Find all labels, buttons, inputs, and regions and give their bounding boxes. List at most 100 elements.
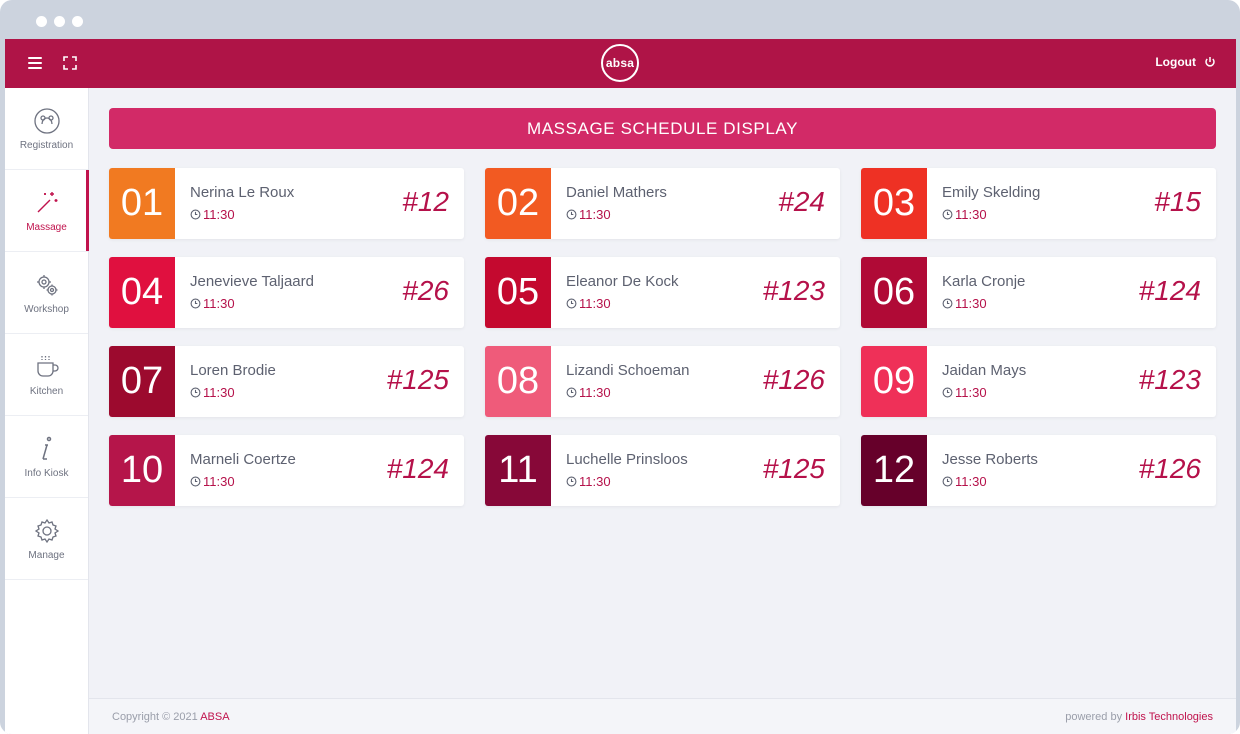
time-value: 11:30: [203, 207, 235, 222]
client-name: Jaidan Mays: [942, 362, 1027, 379]
sidebar-item-kitchen[interactable]: Kitchen: [5, 334, 88, 416]
room-number: #26: [402, 275, 449, 306]
powered-by-text: powered by Irbis Technologies: [1065, 711, 1213, 723]
clock-icon: [566, 476, 577, 487]
top-header: absa Logout: [5, 39, 1236, 88]
schedule-card: 02 Daniel Mathers 11:30 #24: [485, 168, 840, 239]
clock-icon: [566, 209, 577, 220]
slot-number: 12: [861, 435, 927, 506]
copyright-prefix: Copyright © 2021: [112, 711, 201, 723]
card-info: Daniel Mathers 11:30: [551, 168, 667, 239]
window-dot[interactable]: [54, 16, 65, 27]
time-value: 11:30: [955, 207, 987, 222]
card-info: Luchelle Prinsloos 11:30: [551, 435, 688, 506]
time-value: 11:30: [955, 474, 987, 489]
slot-number: 02: [485, 168, 551, 239]
page-title: MASSAGE SCHEDULE DISPLAY: [109, 108, 1216, 149]
sidebar: Registration Massage Workshop Kitche: [5, 88, 89, 734]
schedule-card: 05 Eleanor De Kock 11:30 #123: [485, 257, 840, 328]
card-info: Loren Brodie 11:30: [175, 346, 276, 417]
time-value: 11:30: [579, 207, 611, 222]
slot-number: 11: [485, 435, 551, 506]
appointment-time: 11:30: [566, 474, 688, 489]
schedule-card: 12 Jesse Roberts 11:30 #126: [861, 435, 1216, 506]
card-info: Karla Cronje 11:30: [927, 257, 1025, 328]
time-value: 11:30: [955, 296, 987, 311]
schedule-card: 07 Loren Brodie 11:30 #125: [109, 346, 464, 417]
card-info: Marneli Coertze 11:30: [175, 435, 296, 506]
clock-icon: [942, 387, 953, 398]
schedule-card: 01 Nerina Le Roux 11:30 #12: [109, 168, 464, 239]
client-name: Daniel Mathers: [566, 184, 667, 201]
room-number: #123: [762, 275, 825, 306]
slot-number: 05: [485, 257, 551, 328]
card-info: Emily Skelding 11:30: [927, 168, 1040, 239]
absa-link[interactable]: ABSA: [200, 711, 230, 723]
footer: Copyright © 2021 ABSA powered by Irbis T…: [89, 698, 1236, 734]
schedule-card: 08 Lizandi Schoeman 11:30 #126: [485, 346, 840, 417]
card-info: Jenevieve Taljaard 11:30: [175, 257, 314, 328]
window-dot[interactable]: [36, 16, 47, 27]
fullscreen-icon[interactable]: [63, 56, 77, 70]
appointment-time: 11:30: [942, 296, 1025, 311]
appointment-time: 11:30: [942, 207, 1040, 222]
time-value: 11:30: [955, 385, 987, 400]
sidebar-item-workshop[interactable]: Workshop: [5, 252, 88, 334]
room-number: #124: [1138, 275, 1201, 306]
time-value: 11:30: [579, 474, 611, 489]
copyright-text: Copyright © 2021 ABSA: [112, 711, 230, 723]
appointment-time: 11:30: [942, 385, 1026, 400]
slot-number: 10: [109, 435, 175, 506]
card-info: Nerina Le Roux 11:30: [175, 168, 294, 239]
window-controls: [36, 16, 83, 27]
sidebar-item-label: Workshop: [24, 303, 69, 315]
magic-wand-icon: [37, 191, 57, 212]
schedule-card: 11 Luchelle Prinsloos 11:30 #125: [485, 435, 840, 506]
sidebar-item-label: Registration: [19, 139, 74, 151]
powered-prefix: powered by: [1065, 711, 1126, 723]
room-number: #15: [1154, 186, 1201, 217]
appointment-time: 11:30: [190, 296, 314, 311]
slot-number: 07: [109, 346, 175, 417]
appointment-time: 11:30: [566, 385, 689, 400]
sidebar-item-label: Info Kiosk: [24, 467, 69, 479]
sidebar-item-massage[interactable]: Massage: [5, 170, 89, 252]
appointment-time: 11:30: [942, 474, 1038, 489]
sidebar-item-label: Massage: [26, 221, 67, 233]
hamburger-menu-icon[interactable]: [28, 57, 42, 69]
schedule-card: 06 Karla Cronje 11:30 #124: [861, 257, 1216, 328]
card-info: Lizandi Schoeman 11:30: [551, 346, 689, 417]
time-value: 11:30: [203, 474, 235, 489]
sidebar-item-registration[interactable]: Registration: [5, 88, 88, 170]
logout-button[interactable]: Logout: [1155, 55, 1216, 69]
sidebar-item-manage[interactable]: Manage: [5, 498, 88, 580]
room-number: #24: [778, 186, 825, 217]
time-value: 11:30: [579, 385, 611, 400]
clock-icon: [942, 476, 953, 487]
card-info: Jesse Roberts 11:30: [927, 435, 1038, 506]
room-number: #125: [386, 364, 449, 395]
slot-number: 08: [485, 346, 551, 417]
absa-logo[interactable]: absa: [601, 44, 639, 82]
card-info: Jaidan Mays 11:30: [927, 346, 1026, 417]
time-value: 11:30: [203, 296, 235, 311]
power-icon: [1205, 57, 1215, 67]
schedule-card: 10 Marneli Coertze 11:30 #124: [109, 435, 464, 506]
appointment-time: 11:30: [190, 207, 294, 222]
gears-icon: [36, 274, 57, 295]
coffee-cup-icon: [36, 355, 59, 377]
appointment-time: 11:30: [190, 385, 276, 400]
schedule-card: 04 Jenevieve Taljaard 11:30 #26: [109, 257, 464, 328]
time-value: 11:30: [203, 385, 235, 400]
gear-icon: [34, 518, 59, 543]
window-dot[interactable]: [72, 16, 83, 27]
room-number: #125: [762, 453, 825, 484]
slot-number: 06: [861, 257, 927, 328]
info-icon: [41, 436, 51, 460]
client-name: Loren Brodie: [190, 362, 276, 379]
client-name: Jesse Roberts: [942, 451, 1038, 468]
sidebar-item-info-kiosk[interactable]: Info Kiosk: [5, 416, 88, 498]
irbis-link[interactable]: Irbis Technologies: [1125, 711, 1213, 723]
client-name: Nerina Le Roux: [190, 184, 295, 201]
